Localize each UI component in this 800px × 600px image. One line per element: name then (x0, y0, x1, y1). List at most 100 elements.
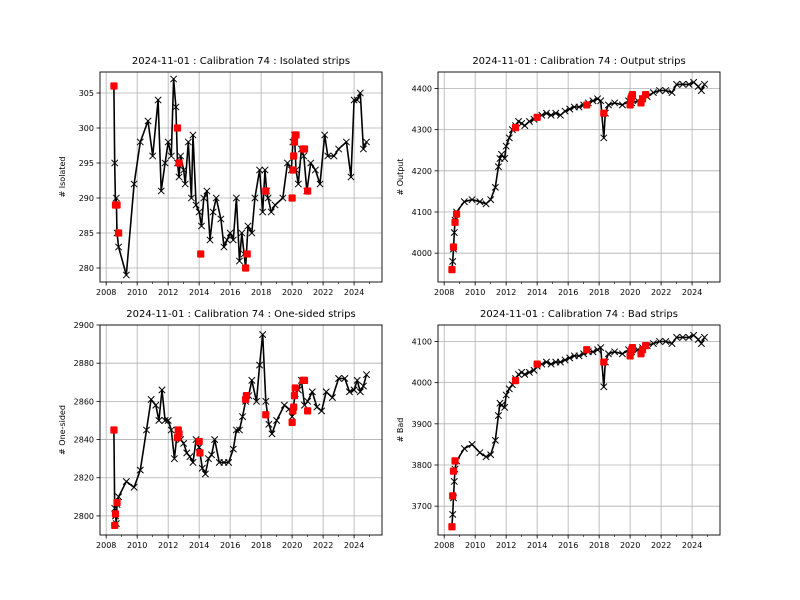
one-sided-strips-panel: 2008 2010 2012 2014 2016 2018 2020 2022 2024 2800… (58, 309, 383, 550)
one-sided-data-point-marker (152, 401, 160, 409)
isolated-data-point-marker (181, 180, 189, 188)
one-sided-x-tick-label: 2010 (127, 541, 147, 550)
isolated-data-point-marker (177, 152, 185, 160)
one-sided-data-point-marker (180, 439, 188, 447)
bad-data-point-marker (700, 333, 709, 341)
isolated-data-point-marker (300, 152, 308, 160)
output-data-point-marker (468, 196, 476, 204)
isolated-y-tick-label: 290 (79, 194, 94, 203)
bad-data-point-marker (502, 391, 510, 399)
isolated-data-point-marker (271, 201, 279, 209)
bad-highlight-point (533, 360, 541, 368)
bad-y-tick-label: 3800 (412, 461, 432, 470)
one-sided-data-point-marker (356, 388, 364, 396)
output-data-point-marker (515, 117, 523, 125)
one-sided-data-point-marker (142, 426, 151, 434)
one-sided-data-point-marker (158, 386, 166, 394)
isolated-data-point-marker (359, 145, 367, 153)
output-x-tick-label: 2024 (682, 288, 702, 297)
one-sided-data-point-marker (345, 388, 354, 396)
bad-highlight-point (511, 376, 520, 385)
output-x-tick-label: 2010 (465, 288, 485, 297)
isolated-highlight-point (290, 138, 299, 146)
isolated-axes-frame (99, 71, 383, 283)
output-y-tick-label: 4400 (412, 84, 432, 93)
output-data-point-marker (679, 80, 687, 88)
bad-highlight-point (449, 492, 457, 500)
isolated-x-tick-label: 2010 (127, 288, 147, 297)
output-plot-area (438, 72, 720, 282)
bad-chart-title: 2024-11-01 : Calibration 74 : Bad strips (480, 309, 678, 320)
isolated-data-point-marker (180, 166, 188, 174)
isolated-data-point-marker (172, 103, 180, 111)
bad-data-point-marker (482, 453, 490, 461)
one-sided-data-point-marker (198, 464, 206, 472)
isolated-x-tick-label: 2024 (344, 288, 364, 297)
isolated-data-point-marker (261, 166, 269, 174)
isolated-data-point-marker (164, 138, 172, 146)
bad-data-point-marker (604, 350, 612, 358)
output-chart-title: 2024-11-01 : Calibration 74 : Output str… (472, 56, 685, 67)
isolated-data-point-marker (223, 236, 231, 244)
output-data-point-marker (604, 101, 612, 109)
isolated-data-point-marker (350, 96, 358, 104)
bad-highlight-point (448, 523, 456, 531)
output-highlight-point (533, 113, 541, 121)
output-data-point-marker (649, 89, 657, 97)
output-y-tick-label: 4000 (412, 249, 432, 258)
output-data-point-marker (700, 80, 709, 88)
bad-x-tick-label: 2024 (682, 541, 702, 550)
one-sided-highlight-point (290, 403, 298, 411)
bad-data-point-marker (600, 383, 608, 391)
bad-data-point-marker (566, 354, 574, 362)
one-sided-data-point-marker (225, 458, 233, 467)
isolated-data-point-marker (154, 96, 162, 104)
isolated-data-point-marker (220, 243, 228, 251)
bad-data-point-marker (656, 337, 664, 346)
isolated-x-tick-label: 2012 (158, 288, 178, 297)
isolated-data-point-marker (251, 194, 259, 202)
one-sided-data-point-marker (136, 466, 144, 474)
bad-data-point-marker (468, 440, 476, 448)
isolated-data-point-marker (217, 215, 225, 223)
isolated-data-point-marker (244, 222, 252, 230)
one-sided-data-point-marker (256, 361, 264, 369)
bad-data-point-marker (547, 360, 555, 368)
output-data-point-marker (694, 82, 702, 90)
isolated-data-point-marker (232, 194, 240, 202)
one-sided-y-tick-label: 2900 (74, 321, 94, 330)
one-sided-y-tick-label: 2800 (74, 512, 94, 521)
bad-data-point-marker (491, 436, 499, 444)
one-sided-highlight-point (111, 521, 119, 530)
one-sided-highlight-point (291, 384, 299, 392)
bad-strips-panel: 2008 2010 2012 2014 2016 2018 2020 2022 2024 3700… (396, 309, 721, 550)
isolated-data-point-marker (362, 138, 371, 146)
one-sided-y-tick-label: 2880 (74, 359, 94, 368)
bad-data-point-marker (501, 403, 509, 411)
one-sided-data-point-marker (265, 420, 273, 428)
isolated-highlight-point (110, 82, 118, 90)
isolated-data-point-marker (197, 222, 206, 230)
isolated-data-point-marker (229, 236, 237, 244)
one-sided-axes-frame (99, 324, 383, 536)
isolated-strips-panel: 2008 2010 2012 2014 2016 2018 2020 2022 2024 280 2… (58, 56, 383, 297)
one-sided-y-axis-label: # One-sided (58, 405, 67, 455)
one-sided-data-point-marker (248, 376, 256, 384)
isolated-data-point-marker (307, 159, 315, 167)
bad-data-point-marker (575, 352, 583, 360)
isolated-data-point-marker (267, 208, 275, 216)
output-x-tick-label: 2016 (558, 288, 578, 297)
isolated-highlight-point (114, 229, 123, 237)
bad-data-point-marker (561, 356, 569, 364)
bad-data-point-marker (556, 358, 564, 366)
one-sided-data-point-marker (350, 386, 358, 394)
bad-x-tick-label: 2010 (465, 541, 485, 550)
isolated-data-point-marker (149, 152, 157, 160)
bad-highlight-point (600, 358, 608, 366)
one-sided-highlight-point (290, 392, 299, 400)
one-sided-x-tick-label: 2022 (313, 541, 333, 550)
one-sided-data-point-marker (167, 426, 175, 434)
one-sided-plot-area (100, 325, 382, 535)
output-data-point-marker (552, 109, 560, 117)
one-sided-highlight-point (288, 418, 296, 426)
